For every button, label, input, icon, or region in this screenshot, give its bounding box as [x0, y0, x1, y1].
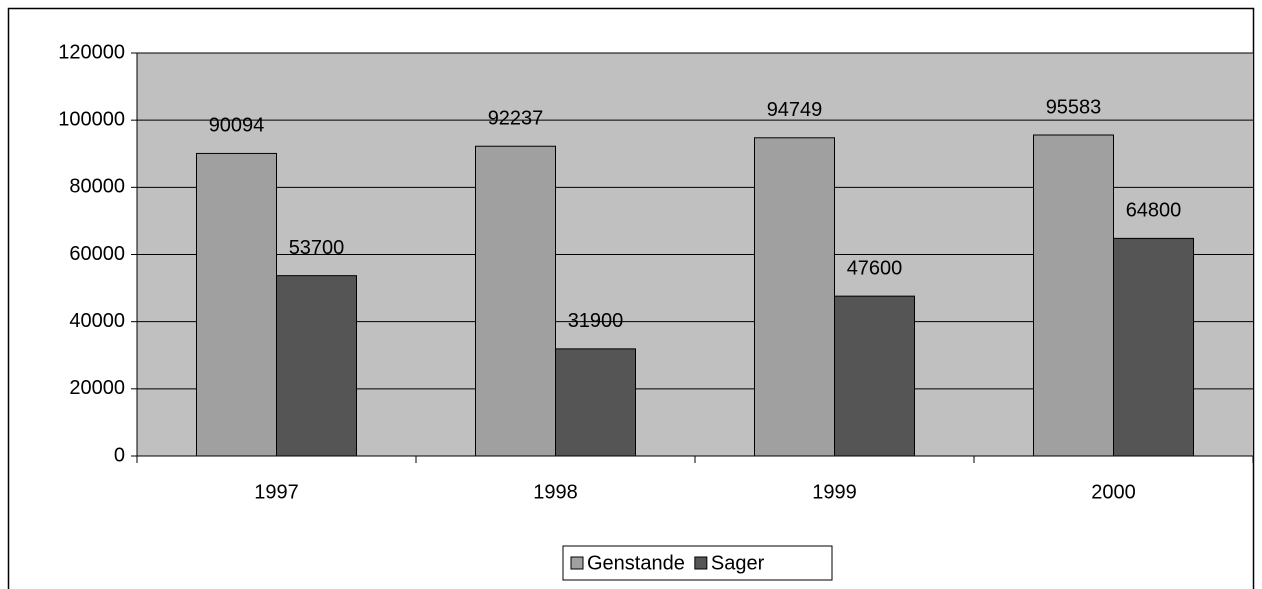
x-tick-label: 2000: [1091, 481, 1136, 503]
y-tick-label: 100000: [58, 108, 125, 130]
data-label: 90094: [209, 115, 265, 137]
legend-label: Sager: [711, 552, 765, 574]
data-label: 92237: [488, 108, 544, 130]
y-tick-label: 60000: [69, 243, 125, 265]
y-tick-label: 0: [114, 444, 125, 466]
bar: [1113, 237, 1194, 457]
bar: [1033, 134, 1114, 457]
data-label: 95583: [1046, 96, 1102, 118]
bar: [754, 137, 835, 457]
data-label: 31900: [568, 310, 624, 332]
y-tick-label: 20000: [69, 377, 125, 399]
legend-label: Genstande: [587, 552, 685, 574]
y-tick-label: 120000: [58, 41, 125, 63]
x-tick-label: 1998: [533, 481, 578, 503]
bar: [475, 145, 556, 457]
y-tick-label: 40000: [69, 310, 125, 332]
data-label: 64800: [1126, 200, 1182, 222]
x-tick-label: 1999: [812, 481, 857, 503]
bar: [834, 295, 915, 457]
bar: [196, 152, 277, 457]
bar: [276, 275, 357, 457]
x-tick-label: 1997: [254, 481, 299, 503]
data-label: 47600: [847, 257, 903, 279]
bar: [555, 348, 636, 457]
y-tick-label: 80000: [69, 176, 125, 198]
data-label: 94749: [767, 99, 823, 121]
legend-swatch: [570, 556, 584, 570]
legend-swatch: [694, 556, 708, 570]
data-label: 53700: [289, 237, 345, 259]
